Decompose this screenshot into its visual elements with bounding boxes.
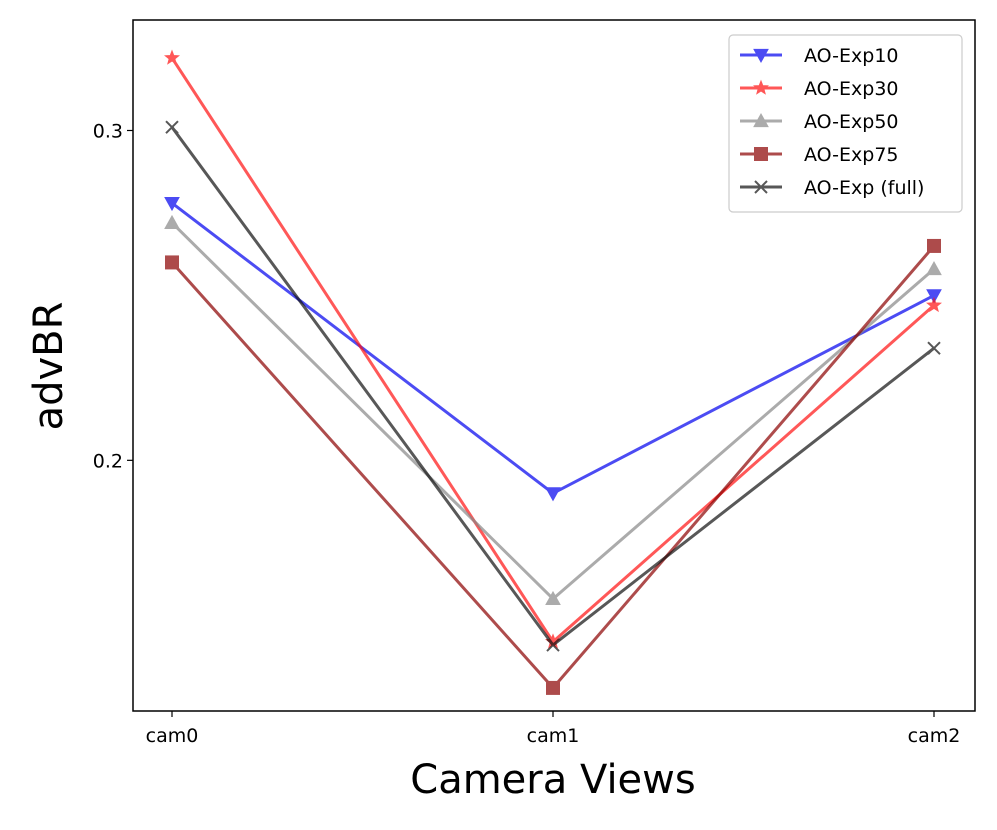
data-point <box>165 255 179 270</box>
data-point <box>545 590 561 605</box>
legend-item: AO-Exp75 <box>740 144 899 166</box>
data-point <box>926 260 942 276</box>
legend-marker <box>754 147 768 161</box>
data-point <box>545 487 561 502</box>
legend-marker <box>753 112 769 128</box>
legend-swatch <box>740 180 782 194</box>
y-tick-label: 0.2 <box>93 450 123 472</box>
data-point <box>165 120 179 134</box>
legend-swatch <box>740 112 782 128</box>
legend-box <box>728 34 963 213</box>
legend-swatch <box>740 48 782 64</box>
data-point <box>927 341 941 355</box>
legend-label: AO-Exp75 <box>804 144 899 166</box>
legend-item: AO-Exp50 <box>740 111 899 133</box>
plot-frame <box>132 19 976 712</box>
legend-label: AO-Exp (full) <box>804 177 924 199</box>
legend-label: AO-Exp50 <box>804 111 899 133</box>
data-point <box>926 296 942 313</box>
data-point <box>927 238 941 253</box>
y-axis-title: advBR <box>26 302 72 431</box>
y-tick-label: 0.3 <box>93 120 123 142</box>
legend-item: AO-Exp10 <box>740 45 899 67</box>
legend-item: AO-Exp (full) <box>740 177 924 199</box>
series-4 <box>165 120 941 652</box>
data-point <box>164 214 180 229</box>
x-tick-label: cam1 <box>527 725 580 747</box>
data-point <box>926 289 942 304</box>
legend-swatch <box>740 147 782 161</box>
series-2 <box>164 214 942 605</box>
series-3 <box>165 238 941 695</box>
series-layer <box>164 49 942 695</box>
legend-item: AO-Exp30 <box>740 78 899 100</box>
axes-layer: cam0 cam1 cam2 0.2 0.3 <box>93 120 961 747</box>
x-tick-label: cam0 <box>146 725 199 747</box>
legend-marker <box>753 79 769 95</box>
x-axis-title: Camera Views <box>410 757 695 803</box>
legend-label: AO-Exp10 <box>804 45 899 67</box>
legend-marker <box>753 48 769 64</box>
legend: AO-Exp10 AO-Exp30 AO-Exp50 AO-Exp75 AO-Exp (… <box>728 34 963 213</box>
legend-marker <box>754 180 768 194</box>
legend-label: AO-Exp30 <box>804 78 899 100</box>
legend-swatch <box>740 79 782 95</box>
x-tick-label: cam2 <box>908 725 961 747</box>
data-point <box>546 638 560 652</box>
data-point <box>164 196 180 212</box>
data-point <box>164 49 180 65</box>
data-point <box>546 680 560 695</box>
